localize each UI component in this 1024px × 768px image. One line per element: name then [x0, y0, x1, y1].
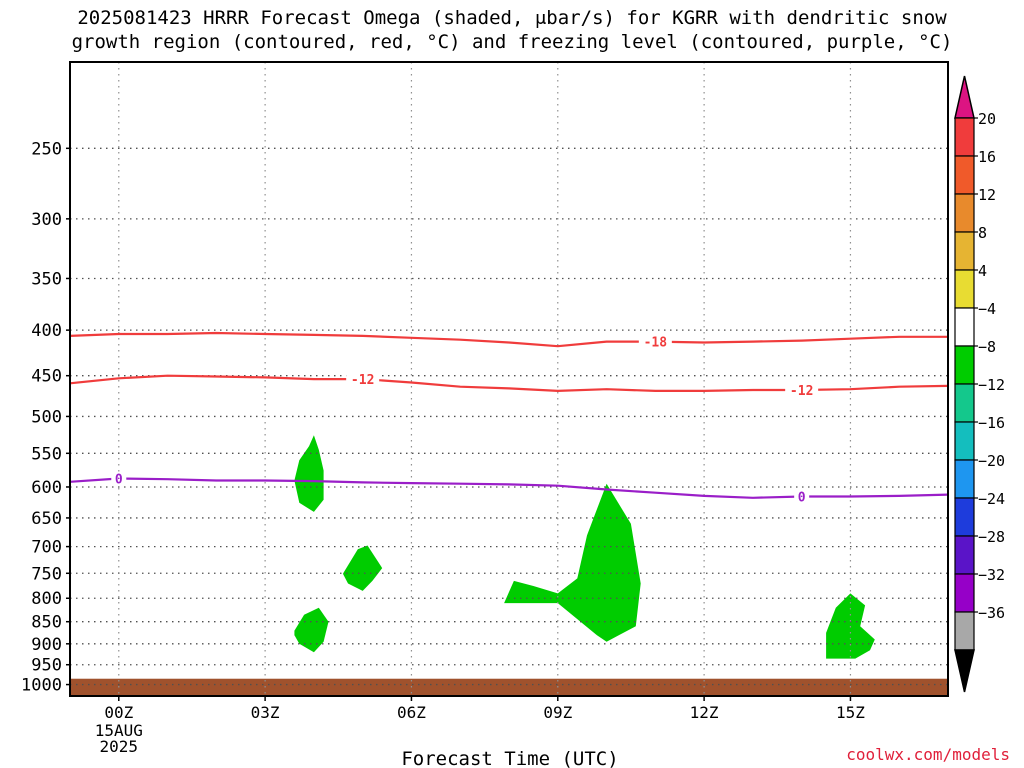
plot-background — [70, 62, 948, 696]
x-tick-label: 00Z — [104, 703, 133, 722]
y-tick-label: 850 — [31, 613, 62, 633]
omega-area-4 — [504, 483, 641, 642]
y-tick-label: 1000 — [21, 676, 62, 696]
colorbar-label: 16 — [978, 148, 996, 166]
colorbar-top-arrow — [954, 75, 975, 119]
contour-label-bg — [794, 489, 810, 504]
omega-area-3 — [294, 607, 329, 653]
y-tick-label: 500 — [31, 407, 62, 427]
colorbar-label: 20 — [978, 110, 996, 128]
x-axis-label: Forecast Time (UTC) — [401, 748, 618, 768]
y-tick-label: 600 — [31, 478, 62, 498]
x-tick-label: 09Z — [543, 703, 572, 722]
colorbar-label: −16 — [978, 414, 1005, 432]
y-tick-label: 300 — [31, 210, 62, 230]
colorbar-label: 12 — [978, 186, 996, 204]
y-tick-label: 950 — [31, 656, 62, 676]
colorbar-bin — [954, 117, 975, 157]
colorbar-bin — [954, 383, 975, 423]
y-tick-label: 800 — [31, 589, 62, 609]
colorbar-label: −12 — [978, 376, 1005, 394]
contour-label: 0 — [798, 491, 806, 506]
colorbar-label: −4 — [978, 300, 996, 318]
y-tick-label: 750 — [31, 564, 62, 584]
colorbar-bin — [954, 307, 975, 347]
chart-title-line-1: 2025081423 HRRR Forecast Omega (shaded, … — [77, 7, 947, 29]
colorbar-label: −36 — [978, 604, 1005, 622]
x-date-label: 2025 — [100, 737, 139, 756]
colorbar-bin — [954, 231, 975, 271]
omega-area-2 — [343, 545, 383, 591]
colorbar-label: −32 — [978, 566, 1005, 584]
contour-line--18 — [69, 331, 948, 348]
contour-label: 0 — [115, 472, 123, 487]
x-tick-label: 06Z — [397, 703, 426, 722]
contour-label-bg — [638, 334, 672, 349]
x-tick-label: 03Z — [251, 703, 280, 722]
contour-label: -12 — [351, 373, 374, 388]
y-tick-label: 450 — [31, 367, 62, 387]
chart-title-line-2: growth region (contoured, red, °C) and f… — [71, 31, 953, 53]
y-tick-label: 350 — [31, 269, 62, 289]
contour-label-bg — [346, 372, 380, 387]
y-tick-label: 400 — [31, 321, 62, 341]
y-tick-label: 700 — [31, 538, 62, 558]
colorbar-bin — [954, 269, 975, 309]
y-tick-label: 650 — [31, 509, 62, 529]
x-tick-label: 15Z — [836, 703, 865, 722]
contour-label-bg — [111, 471, 127, 486]
plot-area: -18 -12 -12 0 0 250 300 350 400 450 500 550 600 650 70… — [21, 61, 949, 756]
colorbar-bin — [954, 459, 975, 499]
y-tick-label: 550 — [31, 444, 62, 464]
plot-frame — [69, 61, 949, 697]
colorbar-bin — [954, 193, 975, 233]
colorbar-bin — [954, 345, 975, 385]
colorbar-label: 8 — [978, 224, 987, 242]
colorbar-label: 4 — [978, 262, 987, 280]
y-tick-label: 250 — [31, 139, 62, 159]
colorbar-bin — [954, 497, 975, 537]
colorbar-label: −20 — [978, 452, 1005, 470]
colorbar-bottom-arrow — [954, 649, 975, 693]
x-date-label: 15AUG — [95, 721, 143, 740]
y-tick-label: 900 — [31, 635, 62, 655]
colorbar-bin — [954, 573, 975, 613]
omega-area-1 — [294, 435, 324, 512]
colorbar-bin — [954, 611, 975, 651]
contour-label: -12 — [790, 384, 813, 399]
contour-label-bg — [785, 383, 819, 398]
x-tick-label: 12Z — [690, 703, 719, 722]
colorbar-label: −24 — [978, 490, 1005, 508]
contour-label: -18 — [644, 336, 668, 351]
colorbar: 20 16 12 8 4 −4 −8 −12 −16 −20 −24 −28 −32 −36 — [954, 75, 1005, 693]
credit-text: coolwx.com/models — [846, 745, 1010, 764]
surface-ground — [70, 678, 948, 696]
colorbar-bin — [954, 421, 975, 461]
colorbar-label: −8 — [978, 338, 996, 356]
colorbar-label: −28 — [978, 528, 1005, 546]
colorbar-bin — [954, 535, 975, 575]
colorbar-bin — [954, 155, 975, 195]
